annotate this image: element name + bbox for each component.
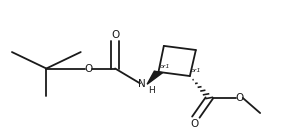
Text: or1: or1 [191,68,201,73]
Text: O: O [111,30,119,40]
Text: or1: or1 [159,64,170,69]
Text: O: O [84,64,92,73]
Text: H: H [149,86,155,95]
Text: N: N [138,79,146,89]
Polygon shape [147,71,163,84]
Text: O: O [190,119,199,129]
Text: O: O [235,93,243,103]
